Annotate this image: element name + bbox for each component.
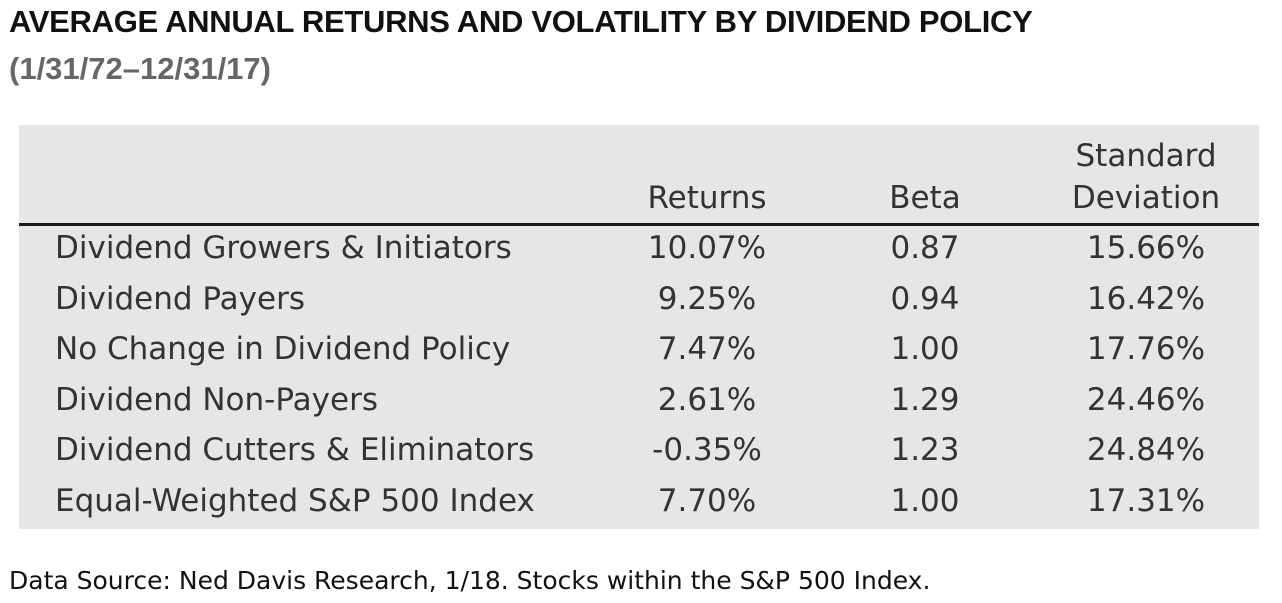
beta-cell: 1.00 — [890, 483, 960, 519]
data-source-note: Data Source: Ned Davis Research, 1/18. S… — [9, 566, 931, 595]
returns-cell: 7.70% — [657, 483, 757, 519]
beta-cell: 0.94 — [890, 281, 960, 317]
std-dev-cell: 24.46% — [1086, 382, 1206, 418]
row-label: Dividend Cutters & Eliminators — [55, 432, 535, 468]
std-dev-cell: 16.42% — [1086, 281, 1206, 317]
column-header-std-dev-line1: Standard — [1075, 138, 1217, 174]
row-label: Dividend Non-Payers — [55, 382, 378, 418]
column-header-returns: Returns — [647, 180, 767, 216]
row-label: No Change in Dividend Policy — [55, 331, 511, 367]
chart-subtitle: (1/31/72–12/31/17) — [9, 51, 271, 86]
beta-cell: 1.29 — [890, 382, 960, 418]
row-label: Dividend Payers — [55, 281, 305, 317]
column-header-beta: Beta — [889, 180, 961, 216]
beta-cell: 1.00 — [890, 331, 960, 367]
chart-title: AVERAGE ANNUAL RETURNS AND VOLATILITY BY… — [9, 4, 1033, 39]
returns-cell: 9.25% — [657, 281, 757, 317]
std-dev-cell: 15.66% — [1086, 230, 1206, 266]
std-dev-cell: 24.84% — [1086, 432, 1206, 468]
beta-cell: 1.23 — [890, 432, 960, 468]
row-label: Equal-Weighted S&P 500 Index — [55, 483, 535, 519]
std-dev-cell: 17.76% — [1086, 331, 1206, 367]
data-table: Standard Returns Beta Deviation Dividend… — [19, 125, 1259, 529]
returns-cell: 2.61% — [657, 382, 757, 418]
returns-cell: -0.35% — [652, 432, 762, 468]
returns-cell: 7.47% — [657, 331, 757, 367]
std-dev-cell: 17.31% — [1086, 483, 1206, 519]
header-divider — [19, 223, 1259, 226]
row-label: Dividend Growers & Initiators — [55, 230, 512, 266]
beta-cell: 0.87 — [890, 230, 960, 266]
returns-cell: 10.07% — [647, 230, 767, 266]
column-header-std-dev-line2: Deviation — [1071, 180, 1221, 216]
